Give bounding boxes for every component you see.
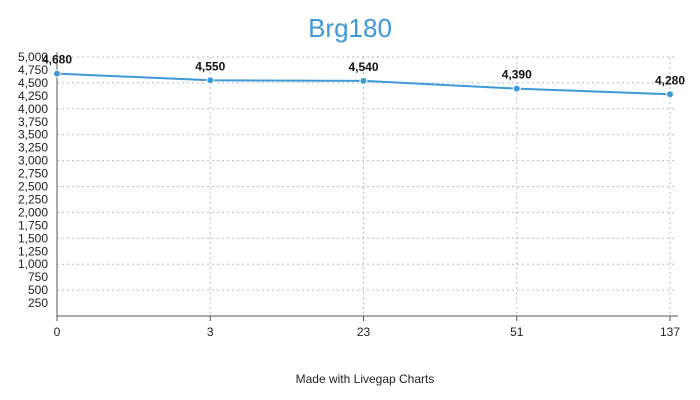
y-tick-label: 500	[28, 283, 48, 297]
data-labels: 4,680 4,550 4,540 4,390 4,280	[42, 53, 685, 88]
y-tick-label: 3,250	[18, 141, 48, 155]
x-tick-label: 23	[357, 325, 371, 339]
gridlines	[57, 56, 676, 316]
data-label: 4,680	[42, 53, 72, 67]
y-tick-label: 4,750	[18, 63, 48, 77]
y-tick-label: 4,000	[18, 102, 48, 116]
x-tick-label: 0	[54, 325, 61, 339]
series	[53, 69, 674, 99]
x-tick-label: 51	[510, 325, 524, 339]
data-point	[359, 76, 368, 85]
y-tick-label: 1,500	[18, 231, 48, 245]
data-label: 4,280	[655, 73, 685, 87]
data-point	[512, 84, 521, 93]
data-point	[206, 76, 215, 85]
axes	[56, 52, 678, 317]
data-label: 4,550	[195, 59, 225, 73]
chart-title: Brg180	[308, 13, 392, 43]
y-tick-label: 4,500	[18, 76, 48, 90]
x-tick-label: 3	[207, 325, 214, 339]
y-tick-label: 1,250	[18, 244, 48, 258]
y-tick-label: 3,500	[18, 128, 48, 142]
x-axis-ticks: 0 3 23 51 137	[54, 316, 680, 339]
y-tick-label: 2,000	[18, 205, 48, 219]
y-tick-label: 5,000	[18, 50, 48, 64]
y-tick-label: 750	[28, 270, 48, 284]
y-tick-label: 2,750	[18, 167, 48, 181]
y-tick-label: 3,750	[18, 115, 48, 129]
y-tick-label: 1,000	[18, 257, 48, 271]
data-point	[666, 90, 674, 99]
data-point	[53, 69, 61, 78]
footer-credit: Made with Livegap Charts	[296, 372, 435, 386]
data-label: 4,540	[348, 60, 378, 74]
x-tick-label: 137	[660, 325, 680, 339]
y-tick-label: 3,000	[18, 154, 48, 168]
y-tick-label: 2,250	[18, 192, 48, 206]
y-tick-label: 4,250	[18, 89, 48, 103]
y-tick-label: 1,750	[18, 218, 48, 232]
y-tick-label: 250	[28, 296, 48, 310]
y-tick-label: 2,500	[18, 180, 48, 194]
data-label: 4,390	[502, 68, 532, 82]
y-axis-ticks: 2505007501,0001,2501,5001,7502,0002,2502…	[18, 50, 48, 310]
